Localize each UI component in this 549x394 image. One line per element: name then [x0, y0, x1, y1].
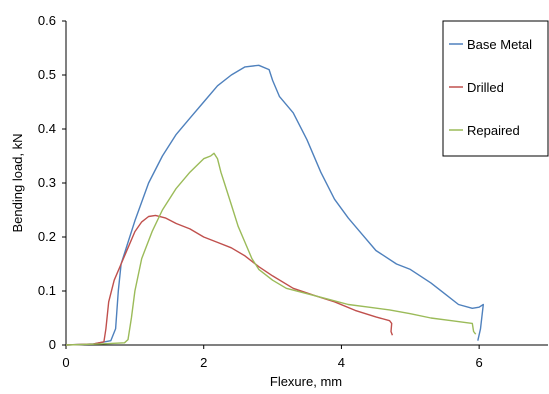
y-axis-title: Bending load, kN — [10, 133, 25, 232]
legend-label-repaired: Repaired — [467, 123, 520, 138]
y-tick-label: 0.3 — [38, 175, 56, 190]
x-tick-label: 2 — [200, 355, 207, 370]
x-tick-label: 0 — [62, 355, 69, 370]
series-lines — [65, 64, 484, 346]
y-tick-label: 0.2 — [38, 229, 56, 244]
y-tick-label: 0 — [49, 337, 56, 352]
axes — [62, 20, 548, 349]
series-line-base-metal — [65, 64, 484, 346]
tick-labels: 0 0.1 0.2 0.3 0.4 0.5 0.6 0 2 4 6 — [38, 13, 483, 370]
legend: Base Metal Drilled Repaired — [442, 20, 549, 157]
y-tick-label: 0.5 — [38, 67, 56, 82]
y-tick-label: 0.4 — [38, 121, 56, 136]
legend-label-drilled: Drilled — [467, 80, 504, 95]
series-line-drilled — [65, 214, 394, 346]
x-tick-label: 4 — [338, 355, 345, 370]
x-axis-title: Flexure, mm — [270, 374, 342, 389]
x-tick-label: 6 — [476, 355, 483, 370]
y-tick-label: 0.6 — [38, 13, 56, 28]
y-tick-label: 0.1 — [38, 283, 56, 298]
legend-label-base-metal: Base Metal — [467, 37, 532, 52]
series-line-repaired — [65, 152, 477, 346]
